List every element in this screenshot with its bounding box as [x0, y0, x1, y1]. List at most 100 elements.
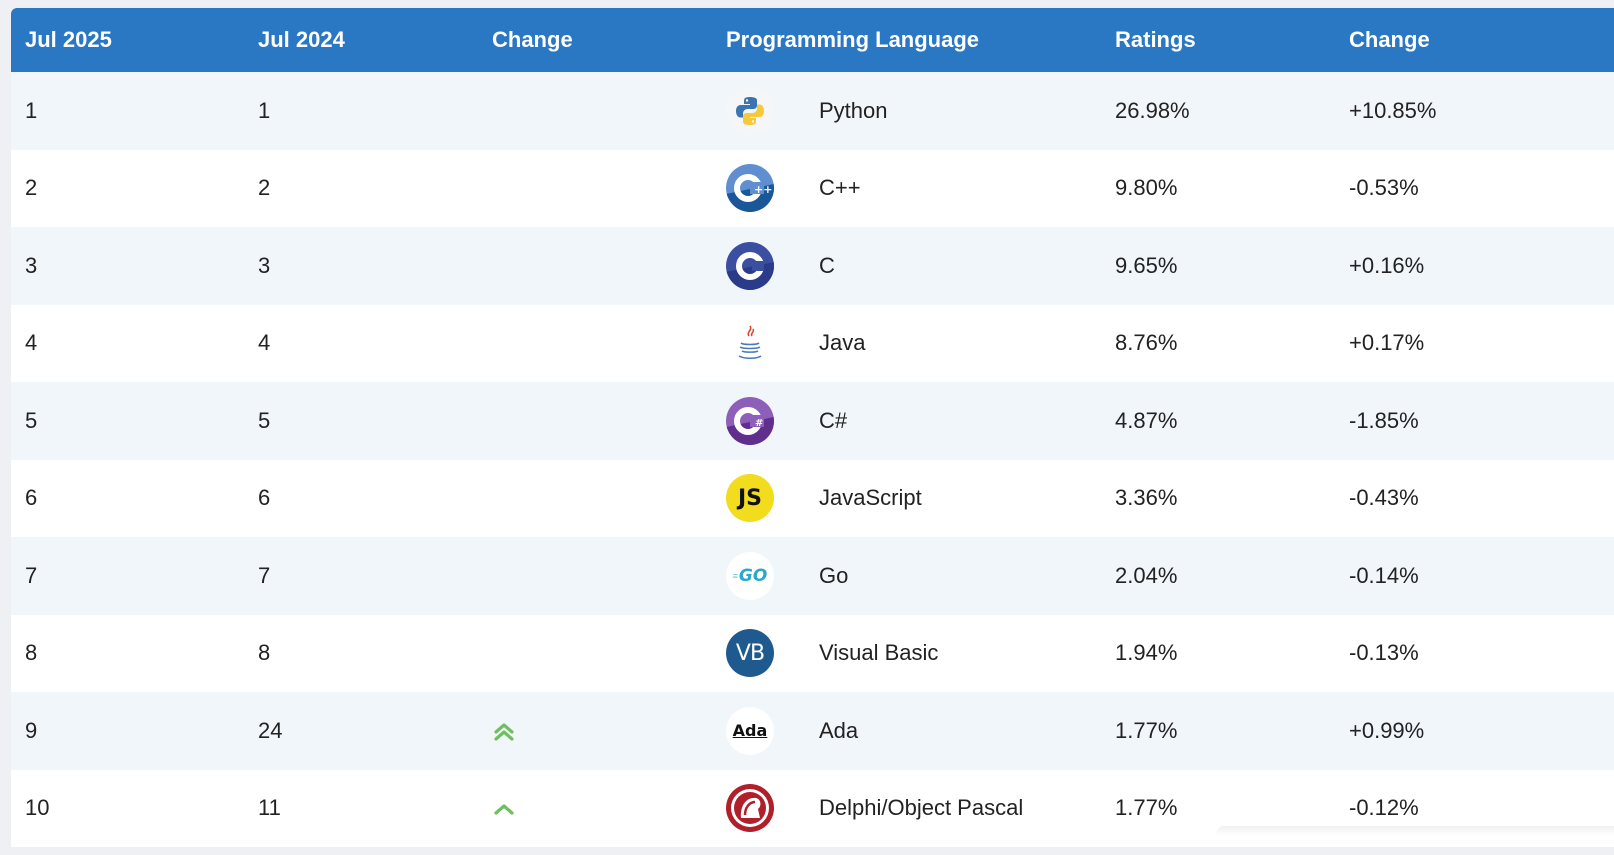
ratings-value: 1.77% [1115, 795, 1178, 821]
ratings-change-value: -0.43% [1349, 485, 1419, 511]
rank-now: 2 [25, 175, 38, 201]
rank-change [478, 692, 712, 770]
ratings-value: 2.04% [1115, 562, 1178, 588]
table-row: 4 4 Java 8.76% [11, 304, 1614, 383]
language-cell: Python [726, 86, 1101, 135]
table-row: 3 3 C 9.65% [11, 227, 1614, 305]
rank-now: 6 [25, 485, 38, 511]
table-row: 6 6 JS JavaScript 3.36% -0.43% [11, 459, 1614, 537]
rank-now: 5 [25, 407, 38, 433]
up-arrow-icon [492, 797, 516, 821]
delphi-icon [726, 784, 774, 833]
header-programming-language[interactable]: Programming Language [726, 27, 980, 52]
rank-prev: 6 [258, 485, 271, 511]
ratings-change-value: +0.17% [1349, 330, 1425, 356]
double-up-arrow-icon [492, 720, 516, 744]
ratings-change-value: -1.85% [1349, 407, 1419, 433]
language-cell: Delphi/Object Pascal [726, 784, 1101, 833]
ratings-value: 8.76% [1115, 330, 1178, 356]
ratings-value: 9.80% [1115, 175, 1178, 201]
rank-change [478, 72, 712, 150]
ratings-value: 26.98% [1115, 97, 1190, 123]
ratings-value: 4.87% [1115, 407, 1178, 433]
header-jul-2025[interactable]: Jul 2025 [25, 27, 112, 52]
language-name[interactable]: Visual Basic [819, 640, 939, 666]
language-name[interactable]: Python [819, 97, 888, 123]
rank-prev: 8 [258, 640, 271, 666]
ratings-change-value: +0.99% [1349, 717, 1425, 743]
popup-edge-shadow [1216, 826, 1614, 836]
header-change[interactable]: Change [492, 27, 573, 52]
ratings-value: 1.77% [1115, 717, 1178, 743]
table-row: 2 2 ++ C++ [11, 149, 1614, 227]
rank-change [478, 227, 712, 305]
header-ratings-change[interactable]: Change [1349, 27, 1430, 52]
ratings-change-value: +10.85% [1349, 97, 1437, 123]
language-cell: Ada Ada [726, 706, 1101, 755]
ada-icon: Ada [726, 706, 774, 755]
rank-now: 9 [25, 717, 38, 743]
ratings-change-value: -0.14% [1349, 562, 1419, 588]
table-header-row: Jul 2025 Jul 2024 Change Programming Lan… [11, 8, 1614, 72]
rank-now: 8 [25, 640, 38, 666]
rank-prev: 5 [258, 407, 271, 433]
rank-prev: 11 [258, 795, 281, 821]
java-icon [726, 319, 774, 368]
table-row: 5 5 # C# [11, 382, 1614, 460]
svg-text:++: ++ [754, 183, 772, 196]
language-cell: ++ C++ [726, 164, 1101, 213]
go-logo-text: GO [738, 565, 768, 586]
visual-basic-logo-text: VB [735, 640, 765, 666]
rank-prev: 2 [258, 175, 271, 201]
rank-prev: 1 [258, 97, 271, 123]
javascript-icon: JS [726, 474, 774, 523]
ratings-change-value: +0.16% [1349, 252, 1425, 278]
rank-now: 4 [25, 330, 38, 356]
table-row: 7 7 ≡ GO Go 2.04% -0.14% [11, 537, 1614, 615]
svg-text:#: # [755, 418, 763, 429]
ratings-change-value: -0.53% [1349, 175, 1419, 201]
language-cell: # C# [726, 396, 1101, 445]
ratings-change-value: -0.12% [1349, 795, 1419, 821]
language-name[interactable]: Go [819, 562, 849, 588]
rank-prev: 24 [258, 717, 283, 743]
language-cell: C [726, 241, 1101, 290]
rank-now: 3 [25, 252, 38, 278]
rank-now: 7 [25, 562, 38, 588]
language-name[interactable]: Delphi/Object Pascal [819, 795, 1024, 821]
table-row: 1 1 Python [11, 72, 1614, 150]
table-row: 8 8 VB Visual Basic 1.94% -0.13% [11, 614, 1614, 693]
header-ratings[interactable]: Ratings [1115, 27, 1196, 52]
rank-prev: 7 [258, 562, 271, 588]
ranking-table: Jul 2025 Jul 2024 Change Programming Lan… [11, 8, 1614, 847]
ada-logo-text: Ada [732, 721, 768, 741]
table-row: 9 24 Ada Ada [11, 692, 1614, 770]
ranking-table-container: Jul 2025 Jul 2024 Change Programming Lan… [11, 8, 1614, 847]
ratings-value: 1.94% [1115, 640, 1178, 666]
cpp-icon: ++ [726, 164, 774, 213]
rank-now: 10 [25, 795, 50, 821]
rank-prev: 3 [258, 252, 271, 278]
python-icon [726, 86, 774, 135]
c-icon [726, 241, 774, 290]
javascript-logo-text: JS [737, 485, 763, 511]
rank-change [478, 305, 712, 383]
language-name[interactable]: C [819, 252, 835, 278]
language-name[interactable]: Java [819, 330, 866, 356]
ratings-value: 9.65% [1115, 252, 1178, 278]
ratings-value: 3.36% [1115, 485, 1178, 511]
language-name[interactable]: Ada [819, 717, 859, 743]
language-name[interactable]: C++ [819, 175, 861, 201]
language-cell: JS JavaScript [726, 474, 1101, 523]
header-jul-2024[interactable]: Jul 2024 [258, 27, 345, 52]
language-name[interactable]: JavaScript [819, 485, 922, 511]
language-cell: ≡ GO Go [726, 551, 1101, 600]
rank-change [478, 770, 712, 848]
language-name[interactable]: C# [819, 407, 848, 433]
rank-change [478, 382, 712, 460]
csharp-icon: # [726, 396, 774, 445]
visual-basic-icon: VB [726, 629, 774, 678]
go-icon: ≡ GO [726, 551, 774, 600]
ratings-change-value: -0.13% [1349, 640, 1419, 666]
rank-change [478, 615, 712, 693]
